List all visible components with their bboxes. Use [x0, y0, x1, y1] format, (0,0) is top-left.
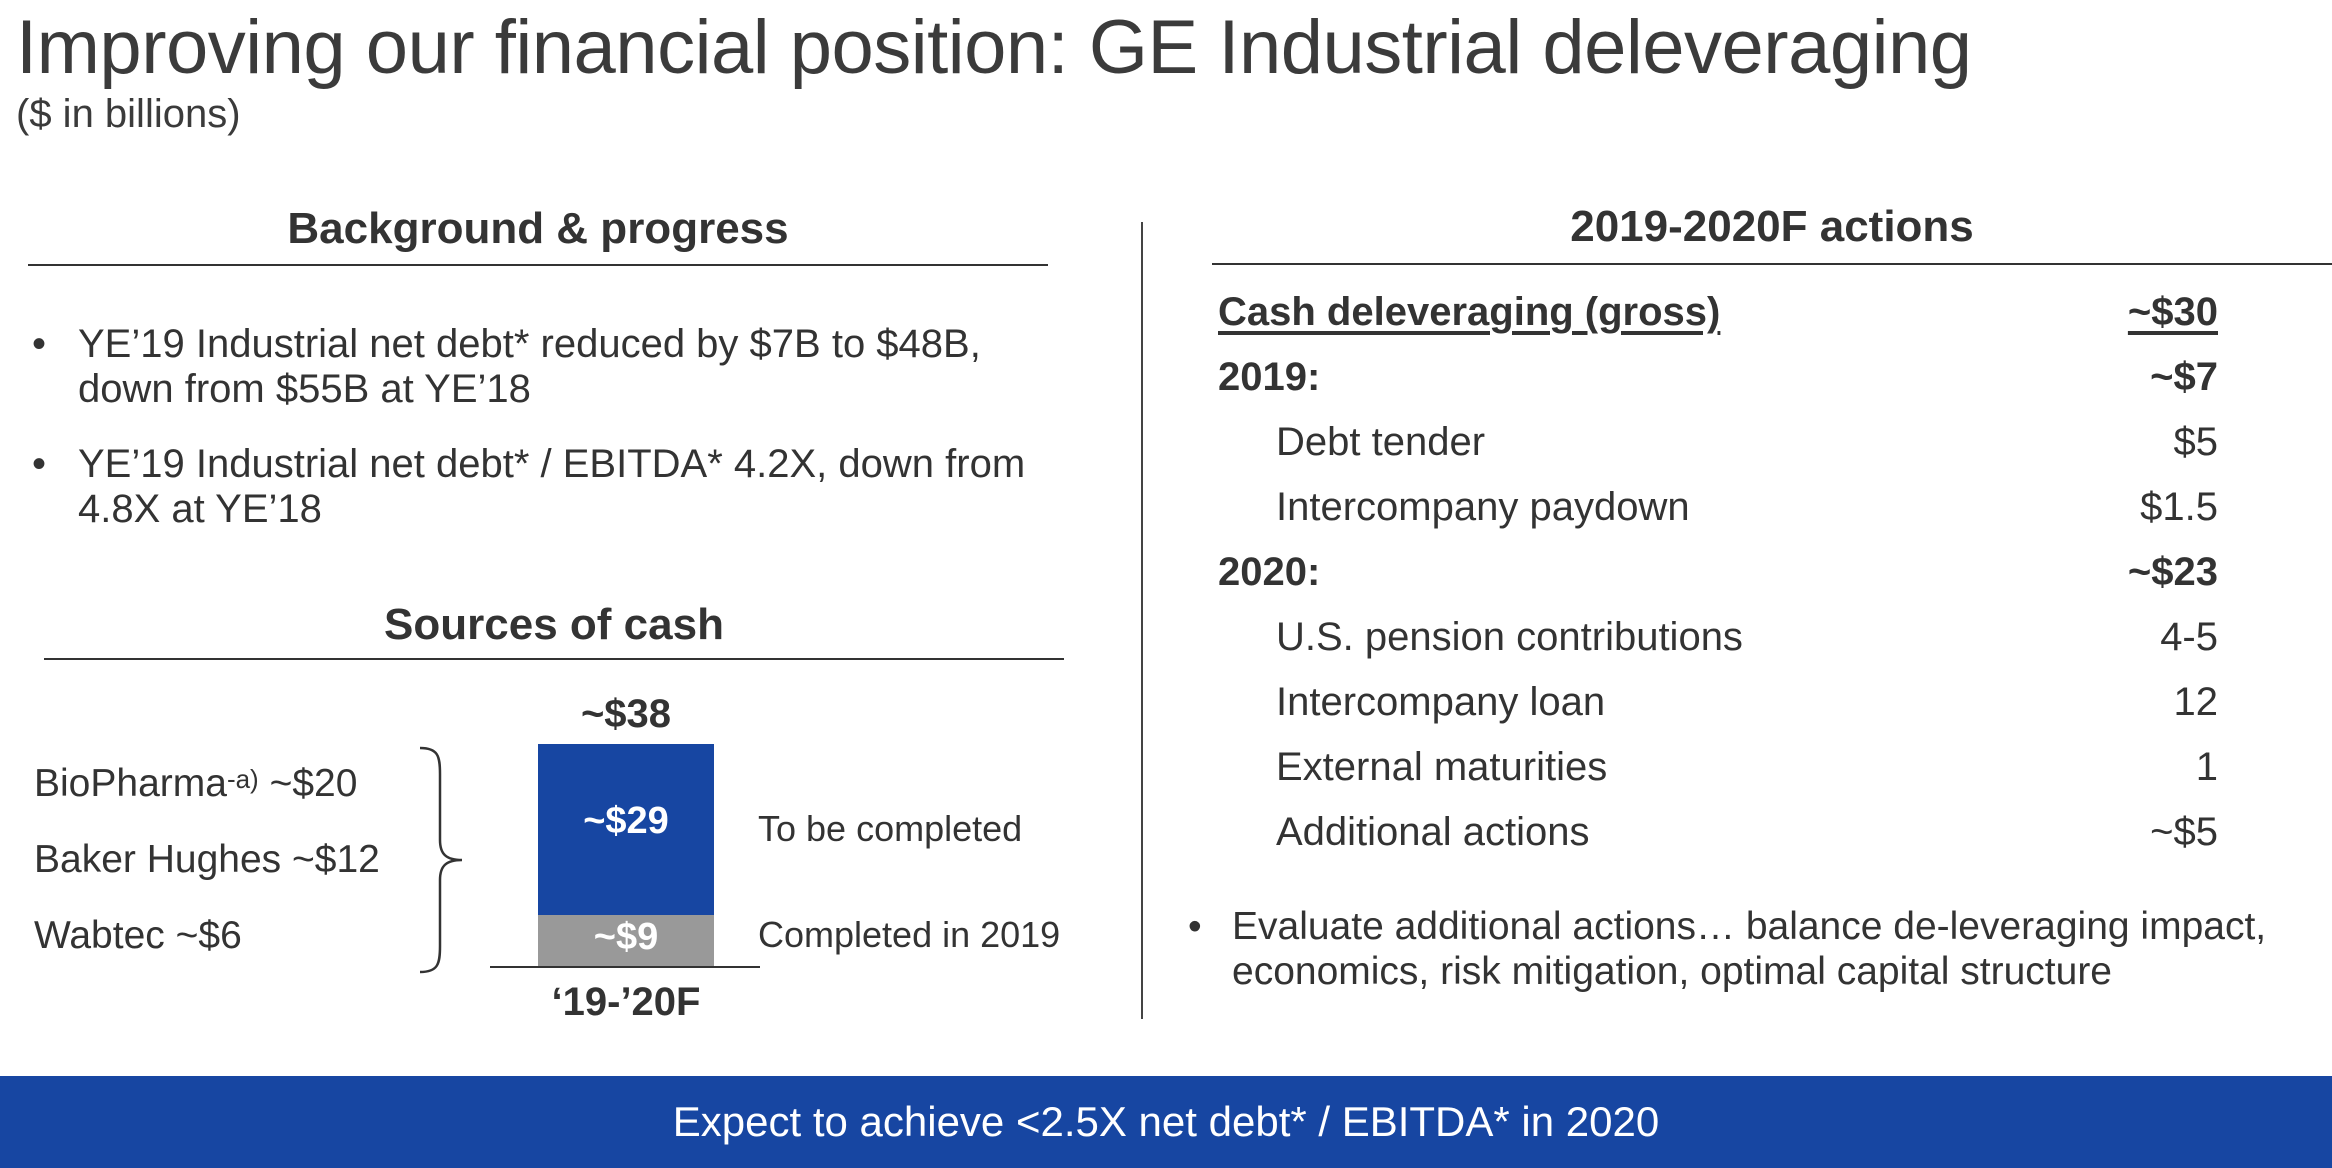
- bullet-dot-icon: •: [32, 322, 47, 366]
- action-row-value: 4-5: [2160, 615, 2218, 659]
- action-row-label: 2019:: [1218, 355, 1321, 399]
- source-item-wabtec: Wabtec ~$6: [34, 914, 242, 957]
- page-title: Improving our financial position: GE Ind…: [16, 5, 1972, 90]
- bar-baseline: [490, 966, 760, 968]
- action-row-value: $1.5: [2140, 485, 2218, 529]
- bar-segment-completed: [538, 915, 714, 968]
- action-row: U.S. pension contributions 4-5: [1218, 615, 2218, 675]
- bar-segment-to-be-completed: [538, 744, 714, 915]
- bar-note-to-be-completed: To be completed: [758, 808, 1023, 849]
- actions-rule: [1212, 263, 2332, 265]
- action-row: 2020: ~$23: [1218, 550, 2218, 610]
- bar-segment-label: ~$9: [593, 916, 659, 958]
- bar-note-completed: Completed in 2019: [758, 914, 1061, 955]
- action-row: Additional actions ~$5: [1218, 810, 2218, 870]
- sources-rule: [44, 658, 1064, 660]
- action-row-value: $5: [2173, 420, 2219, 464]
- action-row: External maturities 1: [1218, 745, 2218, 805]
- action-row-value: 12: [2173, 680, 2219, 724]
- background-rule: [28, 264, 1048, 266]
- source-item-baker-hughes: Baker Hughes ~$12: [34, 838, 380, 881]
- action-row: Debt tender $5: [1218, 420, 2218, 480]
- action-row: Cash deleveraging (gross) ~$30: [1218, 290, 2218, 350]
- action-row-label: Debt tender: [1276, 420, 1486, 464]
- background-bullet: • YE’19 Industrial net debt* reduced by …: [32, 322, 981, 411]
- background-bullets: • YE’19 Industrial net debt* reduced by …: [30, 322, 1040, 562]
- bottom-banner: [0, 1076, 2332, 1168]
- action-row-label: Additional actions: [1276, 810, 1590, 854]
- action-row: 2019: ~$7: [1218, 355, 2218, 415]
- action-row-value: ~$7: [2150, 355, 2218, 399]
- bar-total-label: ~$38: [580, 692, 672, 736]
- action-row-label: External maturities: [1276, 745, 1608, 789]
- action-row-value: ~$5: [2150, 810, 2218, 854]
- column-divider: [1141, 222, 1143, 1019]
- action-row-label: U.S. pension contributions: [1276, 615, 1743, 659]
- banner-text: Expect to achieve <2.5X net debt* / EBIT…: [672, 1098, 1660, 1145]
- action-row-label: Intercompany paydown: [1276, 485, 1690, 529]
- background-bullet: • YE’19 Industrial net debt* / EBITDA* 4…: [32, 442, 1026, 531]
- action-row: Intercompany loan 12: [1218, 680, 2218, 740]
- action-row: Intercompany paydown $1.5: [1218, 485, 2218, 545]
- action-row-label: Cash deleveraging (gross): [1218, 290, 1721, 334]
- action-row-value: 1: [2195, 745, 2218, 789]
- bullet-dot-icon: •: [1188, 905, 1202, 948]
- page-subtitle: ($ in billions): [16, 92, 241, 136]
- sources-heading: Sources of cash: [384, 600, 724, 649]
- action-row-value: ~$23: [2127, 550, 2218, 594]
- action-row-label: Intercompany loan: [1276, 680, 1606, 724]
- bar-segment-label: ~$29: [583, 800, 669, 842]
- background-heading: Background & progress: [287, 204, 789, 253]
- action-row-label: 2020:: [1218, 550, 1321, 594]
- actions-heading: 2019-2020F actions: [1570, 202, 1974, 251]
- source-item-biopharma: BioPharma-a) ~$20: [34, 762, 358, 805]
- bar-category-label: ‘19-’20F: [551, 980, 701, 1024]
- actions-note-bullet: • Evaluate additional actions… balance d…: [1188, 905, 2267, 993]
- actions-note: • Evaluate additional actions… balance d…: [1186, 904, 2332, 1024]
- bullet-dot-icon: •: [32, 442, 47, 486]
- action-row-value: ~$30: [2127, 290, 2218, 334]
- curly-brace-icon: [419, 746, 463, 974]
